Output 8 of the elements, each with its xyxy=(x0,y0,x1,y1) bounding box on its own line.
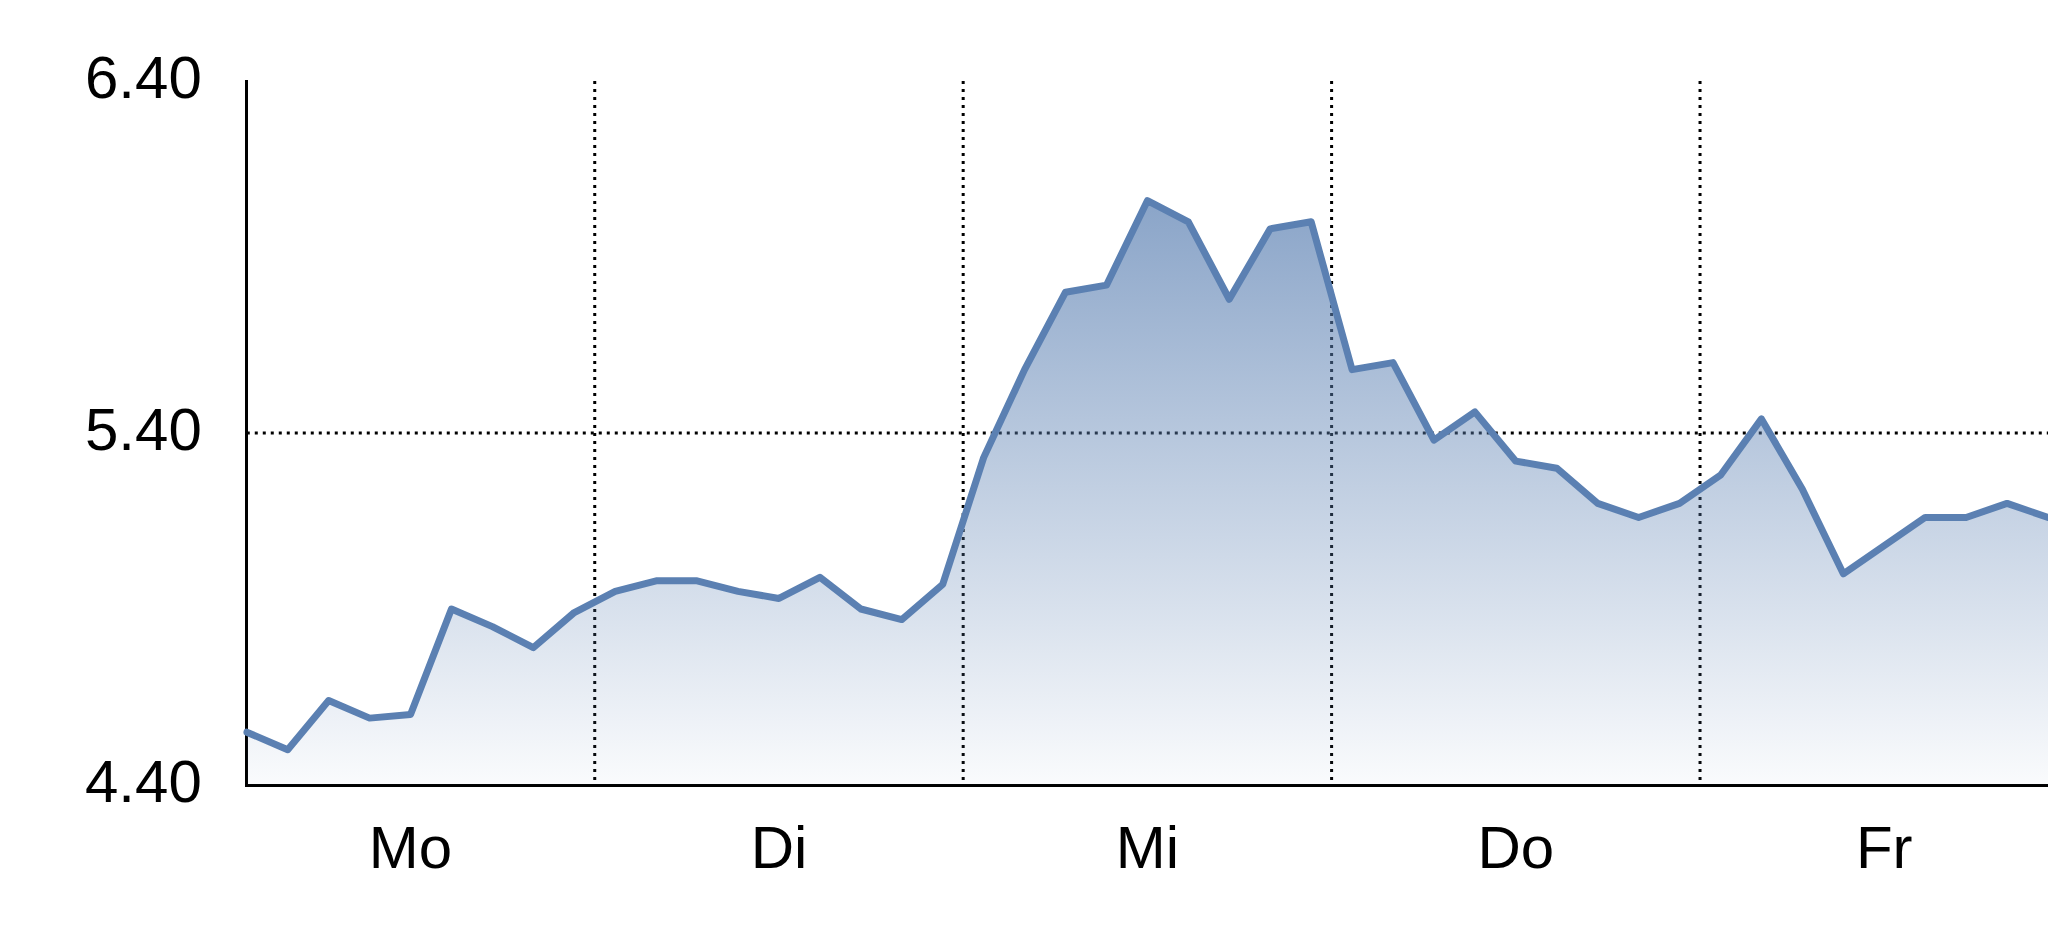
x-tick-label: Di xyxy=(750,813,808,881)
y-tick-label: 4.40 xyxy=(85,747,202,815)
x-tick-label: Do xyxy=(1477,813,1555,881)
y-tick-label: 5.40 xyxy=(85,395,202,463)
y-tick-label: 6.40 xyxy=(85,43,202,111)
x-tick-label: Mo xyxy=(368,813,453,881)
x-tick-label: Mi xyxy=(1115,813,1180,881)
x-tick-label: Fr xyxy=(1855,813,1913,881)
